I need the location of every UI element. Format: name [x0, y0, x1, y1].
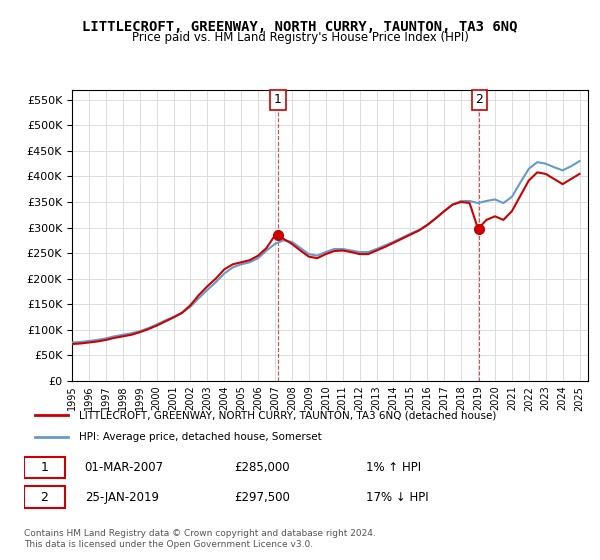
Text: £285,000: £285,000 — [234, 461, 289, 474]
FancyBboxPatch shape — [24, 486, 65, 508]
Text: Price paid vs. HM Land Registry's House Price Index (HPI): Price paid vs. HM Land Registry's House … — [131, 31, 469, 44]
Text: 17% ↓ HPI: 17% ↓ HPI — [366, 491, 429, 503]
Text: LITTLECROFT, GREENWAY, NORTH CURRY, TAUNTON, TA3 6NQ (detached house): LITTLECROFT, GREENWAY, NORTH CURRY, TAUN… — [79, 410, 497, 420]
Text: 01-MAR-2007: 01-MAR-2007 — [85, 461, 164, 474]
Text: 25-JAN-2019: 25-JAN-2019 — [85, 491, 159, 503]
Text: 2: 2 — [475, 94, 483, 106]
Text: 1% ↑ HPI: 1% ↑ HPI — [366, 461, 421, 474]
Text: HPI: Average price, detached house, Somerset: HPI: Average price, detached house, Some… — [79, 432, 322, 442]
Text: £297,500: £297,500 — [234, 491, 290, 503]
Text: 1: 1 — [40, 461, 49, 474]
Text: LITTLECROFT, GREENWAY, NORTH CURRY, TAUNTON, TA3 6NQ: LITTLECROFT, GREENWAY, NORTH CURRY, TAUN… — [82, 20, 518, 34]
Text: 1: 1 — [274, 94, 282, 106]
Text: 2: 2 — [40, 491, 49, 503]
FancyBboxPatch shape — [24, 456, 65, 478]
Text: Contains HM Land Registry data © Crown copyright and database right 2024.
This d: Contains HM Land Registry data © Crown c… — [24, 529, 376, 549]
